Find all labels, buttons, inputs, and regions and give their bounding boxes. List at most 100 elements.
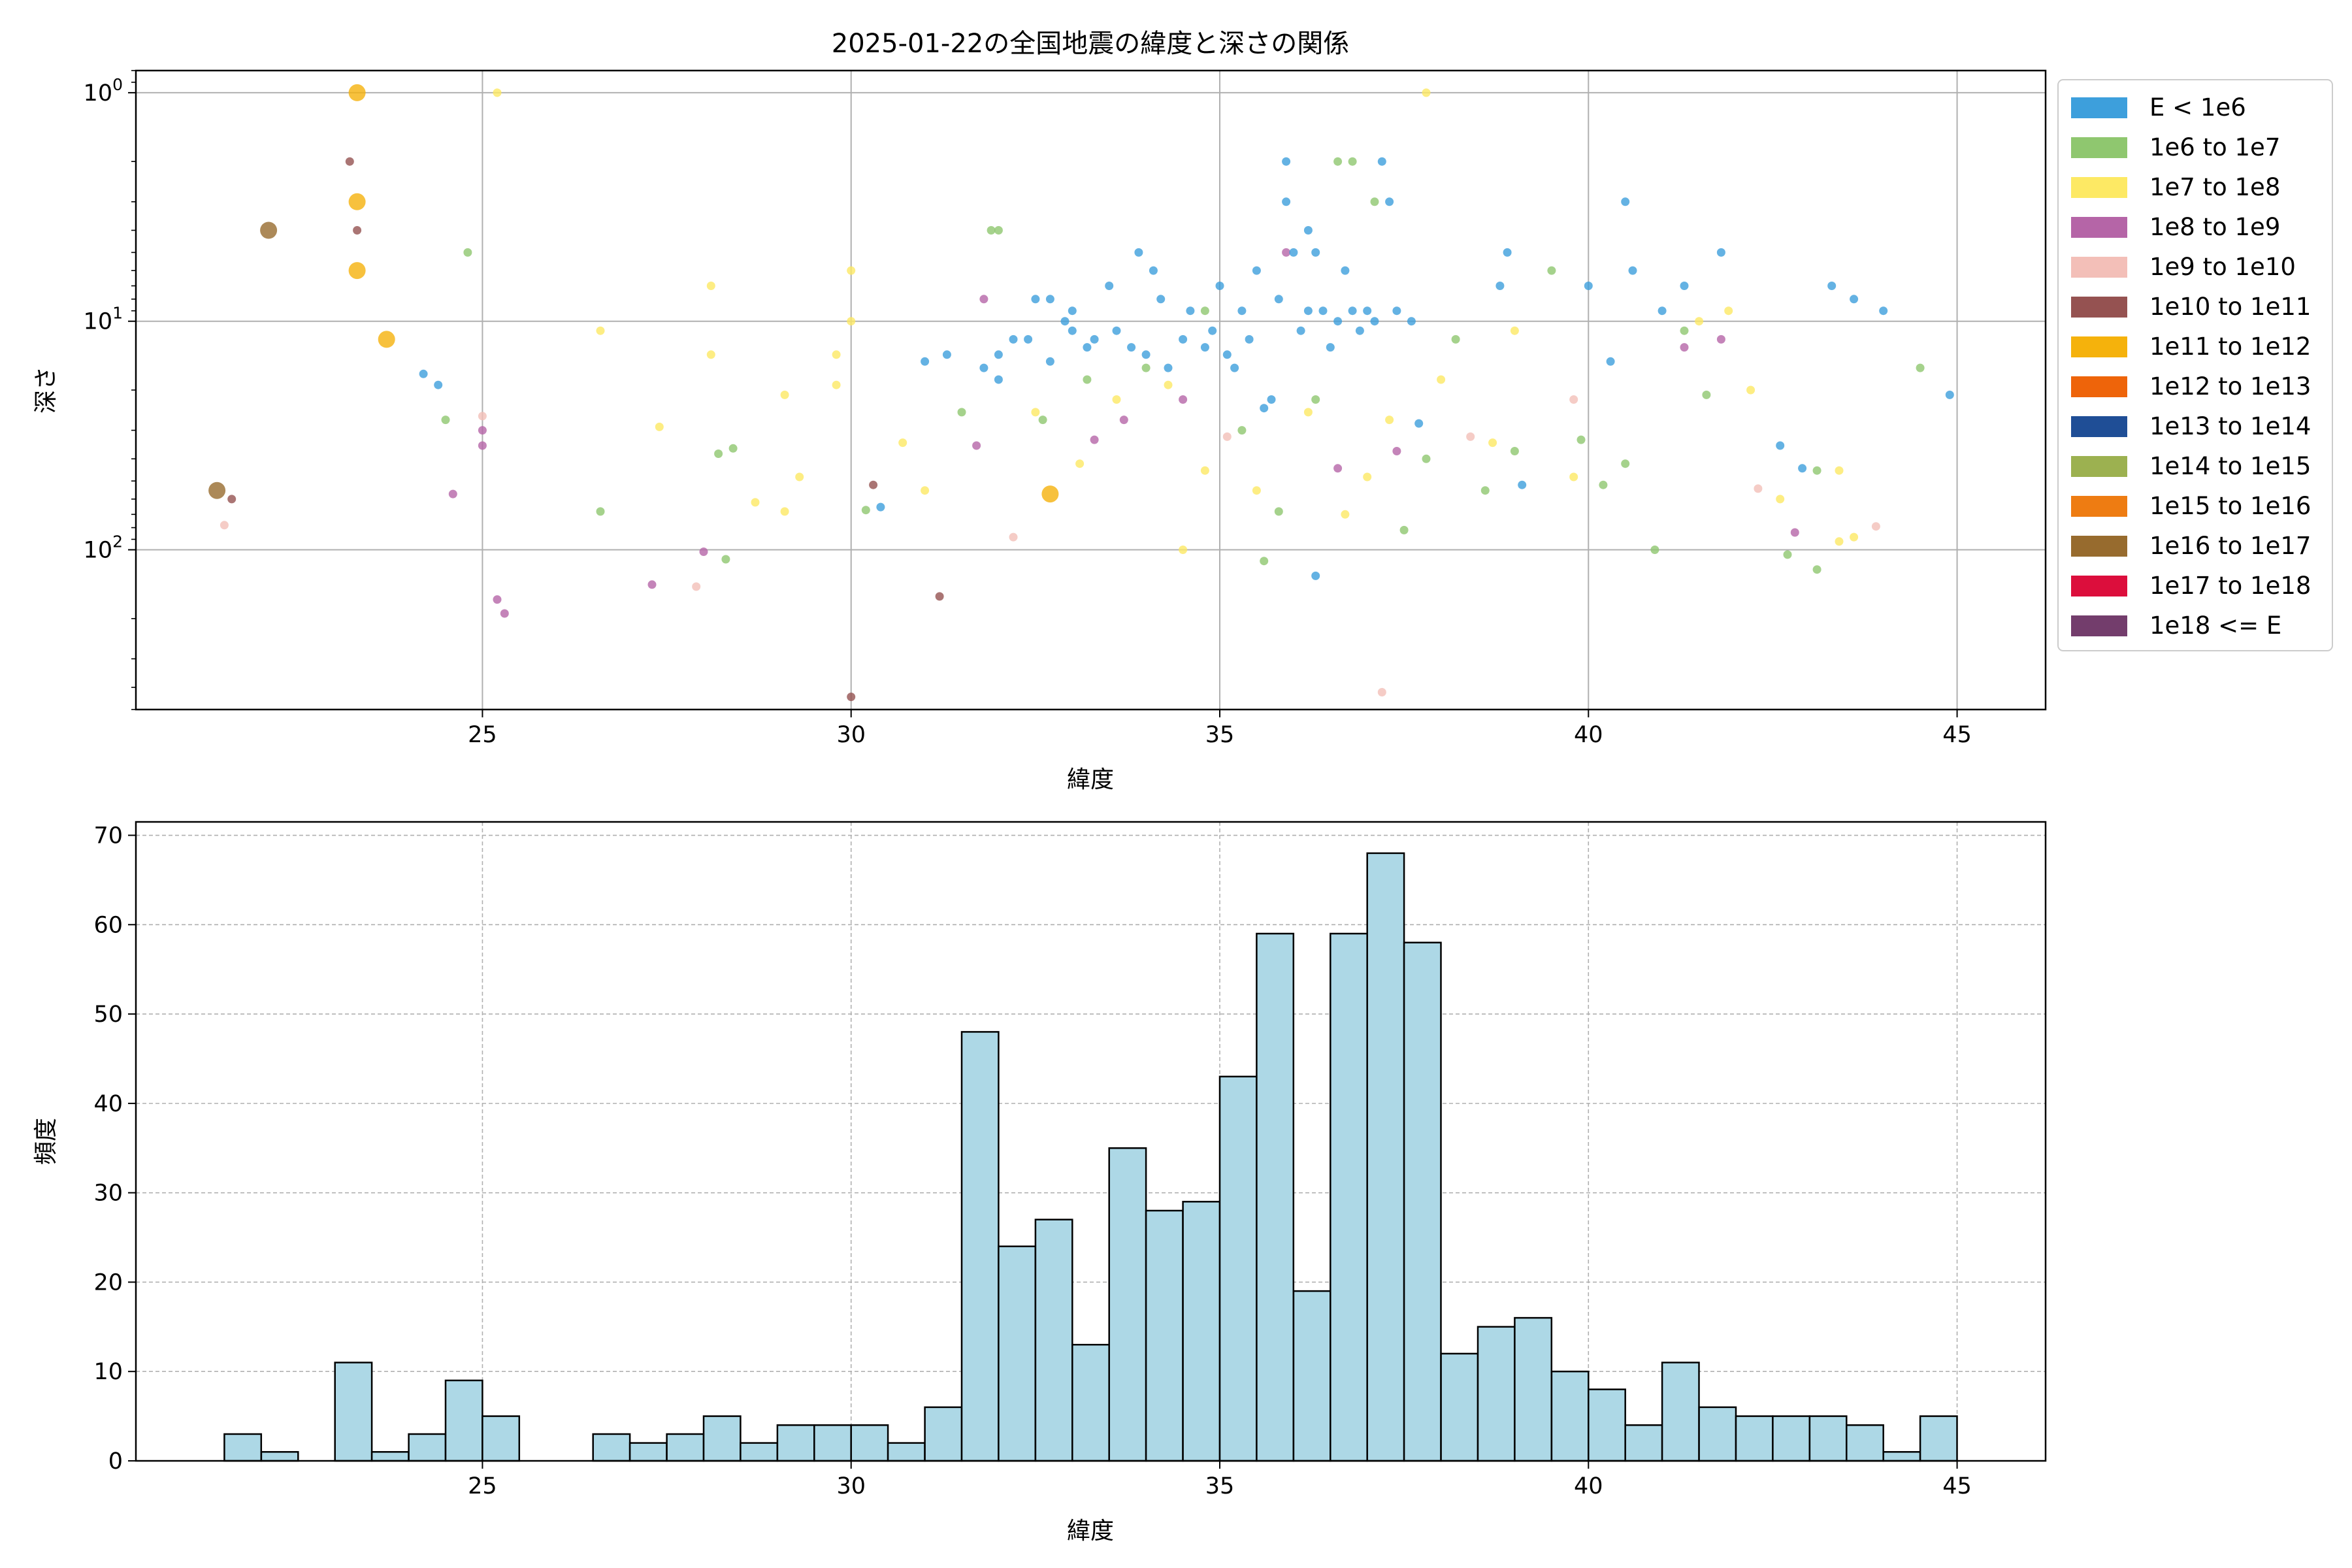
- scatter-point: [1466, 432, 1475, 441]
- scatter-point: [780, 507, 789, 516]
- histogram-y-tick-label: 70: [93, 823, 123, 849]
- scatter-point: [1311, 395, 1320, 404]
- scatter-point: [1303, 306, 1313, 316]
- scatter-point: [1414, 419, 1424, 428]
- scatter-point: [1377, 688, 1386, 696]
- scatter-point: [1038, 416, 1047, 425]
- scatter-point: [721, 555, 730, 564]
- scatter-point: [1370, 197, 1379, 206]
- legend-swatch: [2071, 456, 2127, 477]
- histogram-bar: [1182, 1201, 1221, 1462]
- scatter-point: [1112, 326, 1121, 335]
- legend-swatch: [2071, 416, 2127, 437]
- scatter-point: [1009, 532, 1018, 542]
- scatter-point: [1599, 480, 1608, 489]
- scatter-point: [1141, 363, 1151, 372]
- legend-swatch: [2071, 496, 2127, 517]
- scatter-point: [1068, 306, 1077, 316]
- scatter-point: [441, 416, 450, 425]
- scatter-point: [1850, 295, 1859, 304]
- scatter-point: [1399, 525, 1409, 534]
- scatter-point: [1112, 395, 1121, 404]
- scatter-point: [1422, 454, 1431, 463]
- histogram-bar: [1403, 941, 1442, 1462]
- scatter-point: [1090, 435, 1099, 444]
- scatter-point: [921, 357, 930, 366]
- scatter-point: [1060, 317, 1070, 326]
- scatter-point: [876, 502, 885, 512]
- histogram-bar: [924, 1406, 963, 1462]
- scatter-point: [1628, 266, 1637, 275]
- scatter-point: [1348, 157, 1357, 166]
- scatter-point: [1547, 266, 1556, 275]
- histogram-x-tick-label: 25: [468, 1473, 497, 1499]
- legend-label: E < 1e6: [2149, 93, 2246, 122]
- scatter-point: [1827, 282, 1837, 290]
- histogram-bar: [1477, 1326, 1516, 1462]
- scatter-point: [1716, 335, 1725, 344]
- scatter-point: [1164, 380, 1173, 389]
- scatter-point: [1031, 295, 1040, 304]
- scatter-point: [847, 693, 856, 702]
- scatter-point: [994, 226, 1003, 235]
- scatter-point: [1296, 326, 1305, 335]
- scatter-point: [1333, 464, 1343, 473]
- scatter-point: [1045, 357, 1054, 366]
- scatter-point: [1311, 571, 1320, 580]
- scatter-point: [478, 441, 487, 450]
- scatter-point: [1812, 466, 1821, 475]
- scatter-point: [1945, 390, 1954, 399]
- scatter-point: [1252, 266, 1261, 275]
- legend-label: 1e14 to 1e15: [2149, 452, 2311, 480]
- histogram-bars: [223, 852, 1958, 1462]
- scatter-point: [1303, 408, 1313, 417]
- histogram-bar: [260, 1451, 299, 1462]
- histogram-bar: [1661, 1362, 1700, 1462]
- scatter-point: [1716, 248, 1725, 257]
- scatter-point: [994, 375, 1003, 384]
- scatter-point: [1341, 510, 1350, 519]
- scatter-point: [1215, 282, 1224, 290]
- histogram-bar: [1846, 1424, 1884, 1462]
- scatter-point: [647, 580, 657, 589]
- legend-swatch: [2071, 97, 2127, 118]
- scatter-point: [921, 486, 930, 495]
- scatter-point: [1488, 438, 1497, 448]
- histogram-x-tick-label: 40: [1574, 1473, 1603, 1499]
- histogram-bar: [1624, 1424, 1663, 1462]
- scatter-point: [1790, 528, 1799, 537]
- scatter-point: [1075, 459, 1085, 468]
- scatter-point: [1370, 317, 1379, 326]
- histogram-bar: [702, 1415, 742, 1462]
- scatter-point: [1392, 306, 1401, 316]
- histogram-bar: [223, 1433, 263, 1462]
- scatter-point: [419, 369, 428, 378]
- histogram-y-tick-label: 40: [93, 1091, 123, 1117]
- scatter-point: [1186, 306, 1195, 316]
- scatter-point: [493, 88, 502, 97]
- scatter-point: [979, 363, 988, 372]
- histogram-bar: [740, 1442, 779, 1462]
- scatter-point: [227, 495, 237, 504]
- scatter-point: [1179, 395, 1188, 404]
- histogram-bar: [887, 1442, 926, 1462]
- scatter-point: [1812, 565, 1821, 574]
- scatter-point: [345, 157, 354, 166]
- scatter-point: [1208, 326, 1217, 335]
- legend-swatch: [2071, 297, 2127, 318]
- scatter-point: [1260, 557, 1269, 566]
- scatter-point: [1311, 248, 1320, 257]
- scatter-point: [847, 317, 856, 326]
- histogram-bar: [334, 1362, 373, 1462]
- scatter-point: [1164, 363, 1173, 372]
- scatter-grid: [136, 71, 2046, 710]
- histogram-y-tick-label: 20: [93, 1269, 123, 1296]
- scatter-point: [1480, 486, 1490, 495]
- legend-label: 1e9 to 1e10: [2149, 253, 2296, 281]
- histogram-bar: [813, 1424, 852, 1462]
- scatter-point: [832, 350, 841, 359]
- histogram-bar: [1772, 1415, 1811, 1462]
- scatter-point: [1068, 326, 1077, 335]
- scatter-point: [1009, 335, 1018, 344]
